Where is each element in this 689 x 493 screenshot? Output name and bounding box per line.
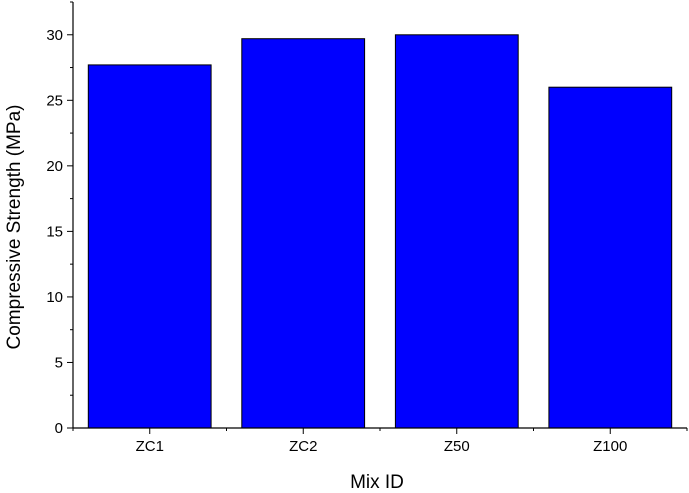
y-tick-label-0: 0 xyxy=(55,420,63,437)
y-tick-label-25: 25 xyxy=(46,92,63,109)
y-tick-label-20: 20 xyxy=(46,158,63,175)
x-tick-label-zc2: ZC2 xyxy=(289,438,317,455)
y-tick-label-15: 15 xyxy=(46,223,63,240)
x-tick-label-z50: Z50 xyxy=(444,438,470,455)
y-axis-title: Compressive Strength (MPa) xyxy=(4,105,25,350)
y-tick-label-30: 30 xyxy=(46,27,63,44)
y-tick-label-5: 5 xyxy=(55,354,63,371)
bar-zc1 xyxy=(87,64,212,429)
bar-zc2 xyxy=(241,38,366,429)
x-axis-title: Mix ID xyxy=(350,472,404,493)
x-tick-label-zc1: ZC1 xyxy=(136,438,164,455)
bar-z100 xyxy=(548,86,673,429)
bar-z50 xyxy=(394,34,519,429)
axes-group: 0 5 10 15 20 25 30 ZC1 ZC2 Z50 Z100 xyxy=(46,1,688,455)
x-tick-label-z100: Z100 xyxy=(593,438,627,455)
bars-group xyxy=(87,34,673,429)
y-tick-label-10: 10 xyxy=(46,289,63,306)
